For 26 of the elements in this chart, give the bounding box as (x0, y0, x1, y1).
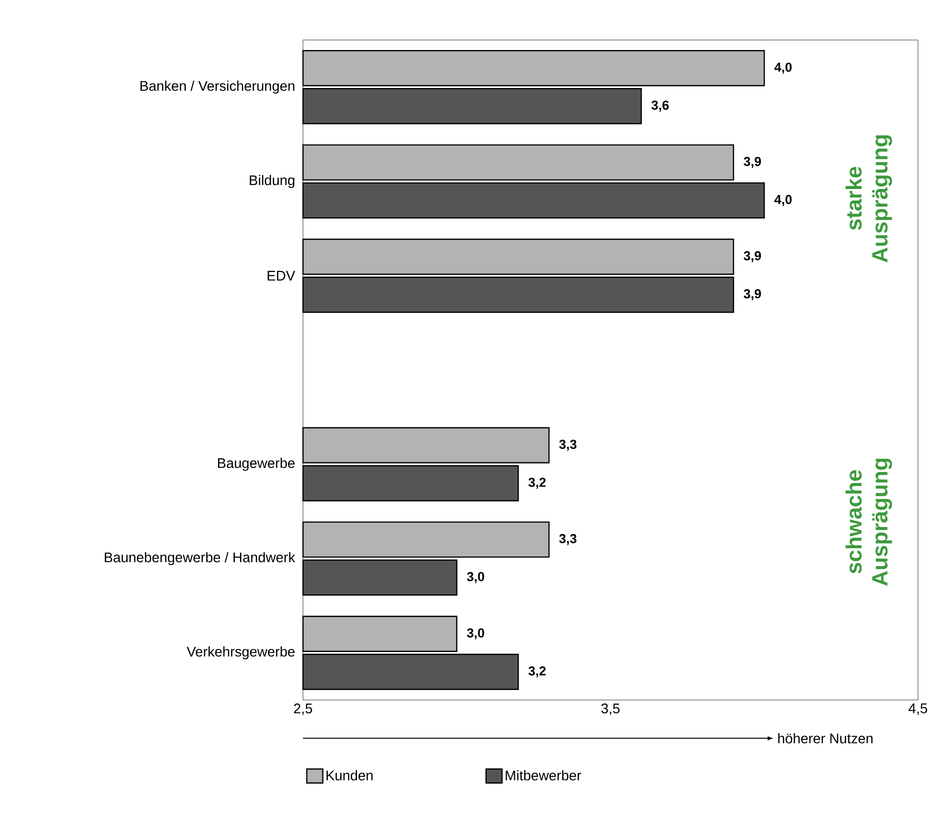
legend-label: Mitbewerber (506, 770, 582, 780)
x-tick-label: 2,5 (294, 704, 312, 716)
text: höherer Nutzen (778, 733, 873, 744)
x-tick-label: 4,5 (908, 704, 928, 715)
legend-label: Kunden (326, 770, 373, 780)
data-label: 3,2 (528, 666, 546, 678)
x-tick-label: 3,5 (601, 704, 620, 716)
annotation: starke Ausprägung (846, 135, 892, 262)
y-tick-label: Baunebengewerbe / Handwerk (104, 552, 296, 566)
y-tick-label: Bildung (250, 174, 294, 188)
data-label: 3,9 (744, 289, 761, 300)
data-label: 3,9 (744, 156, 761, 168)
y-tick-label: Verkehrsgewerbe (186, 646, 295, 660)
y-tick-label: Banken / Versicherungen (140, 80, 294, 94)
data-label: 4,0 (774, 62, 792, 74)
data-label: 3,0 (466, 572, 484, 584)
data-label: 3,3 (559, 440, 576, 451)
y-tick-label: EDV (268, 270, 296, 281)
data-label: 3,2 (528, 478, 546, 489)
data-label: 3,9 (744, 251, 761, 262)
data-label: 3,0 (466, 628, 484, 640)
y-tick-label: Baugewerbe (218, 458, 295, 471)
data-label: 3,6 (651, 100, 669, 112)
data-label: 4,0 (774, 194, 792, 206)
annotation: schwache Ausprägung (846, 458, 892, 586)
data-label: 3,3 (559, 534, 576, 546)
